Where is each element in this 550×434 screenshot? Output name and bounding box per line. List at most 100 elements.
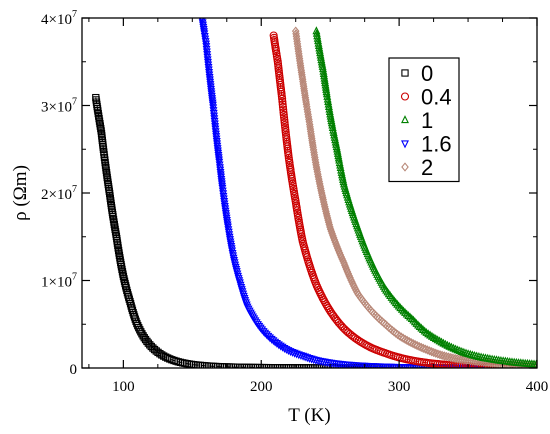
data-point bbox=[279, 105, 288, 114]
data-point bbox=[278, 102, 288, 112]
data-point bbox=[278, 94, 287, 103]
plot-frame bbox=[81, 17, 538, 369]
data-point bbox=[154, 348, 162, 357]
x-tick-label: 100 bbox=[112, 379, 135, 395]
data-point bbox=[225, 231, 234, 240]
data-point bbox=[340, 258, 348, 268]
data-point bbox=[414, 320, 423, 329]
data-point bbox=[199, 26, 208, 35]
data-point bbox=[468, 350, 477, 359]
data-point bbox=[305, 114, 313, 125]
data-point bbox=[311, 155, 320, 165]
data-point bbox=[449, 353, 457, 363]
data-point bbox=[205, 73, 214, 82]
data-point bbox=[214, 152, 223, 161]
data-point bbox=[280, 113, 289, 122]
data-point bbox=[198, 18, 206, 26]
x-tick-label: 300 bbox=[388, 379, 411, 395]
data-point bbox=[347, 275, 355, 285]
data-point bbox=[455, 354, 464, 364]
data-point bbox=[205, 69, 214, 77]
data-point bbox=[303, 104, 312, 115]
data-point bbox=[453, 345, 462, 354]
data-point bbox=[312, 160, 320, 170]
data-point bbox=[121, 279, 129, 288]
series-0.4 bbox=[269, 31, 537, 368]
data-point bbox=[220, 202, 229, 211]
data-point bbox=[319, 194, 327, 205]
data-point bbox=[324, 217, 333, 227]
data-point bbox=[321, 204, 330, 214]
data-point bbox=[220, 200, 229, 209]
data-point bbox=[314, 172, 323, 182]
data-point bbox=[329, 233, 338, 243]
data-point bbox=[399, 306, 408, 315]
data-point bbox=[294, 44, 302, 54]
data-point bbox=[303, 107, 312, 117]
data-point bbox=[226, 240, 235, 249]
data-point bbox=[412, 318, 421, 327]
data-point bbox=[278, 100, 287, 109]
data-point bbox=[426, 330, 435, 339]
data-point bbox=[280, 115, 289, 125]
data-point bbox=[314, 169, 322, 179]
data-point bbox=[223, 221, 232, 230]
data-point bbox=[199, 23, 208, 32]
data-point bbox=[407, 314, 416, 323]
legend-label: 0 bbox=[421, 61, 433, 86]
data-point bbox=[206, 85, 215, 94]
data-point bbox=[407, 337, 415, 348]
data-point bbox=[320, 199, 329, 210]
data-point bbox=[308, 140, 317, 150]
data-point bbox=[402, 309, 411, 318]
data-point bbox=[310, 150, 319, 160]
data-point bbox=[223, 219, 232, 228]
data-point bbox=[277, 92, 286, 101]
data-point bbox=[423, 345, 432, 355]
data-point bbox=[346, 273, 354, 283]
data-point bbox=[201, 38, 210, 47]
data-point bbox=[122, 284, 130, 292]
data-point bbox=[121, 282, 130, 290]
series-line bbox=[273, 35, 537, 368]
data-point bbox=[445, 341, 454, 350]
data-point bbox=[437, 337, 446, 346]
data-point bbox=[320, 202, 329, 212]
data-point bbox=[293, 39, 302, 49]
data-point bbox=[421, 344, 430, 354]
data-point bbox=[427, 347, 436, 357]
data-point bbox=[217, 180, 226, 189]
data-point bbox=[337, 252, 346, 262]
data-point bbox=[227, 243, 236, 252]
data-point bbox=[312, 162, 321, 172]
data-point bbox=[429, 347, 438, 358]
y-tick-label: 3×107 bbox=[41, 97, 77, 116]
data-point bbox=[313, 167, 322, 177]
data-point bbox=[332, 239, 340, 249]
data-point bbox=[451, 353, 459, 364]
data-point bbox=[226, 238, 235, 247]
data-point bbox=[460, 355, 468, 365]
data-point bbox=[422, 327, 431, 336]
data-point bbox=[279, 110, 288, 119]
data-point bbox=[457, 354, 466, 365]
data-point bbox=[343, 267, 352, 277]
data-point bbox=[230, 256, 239, 265]
data-point bbox=[221, 205, 230, 214]
ticks-layer: 100 200 300 400 0 1×107 2×107 3×107 4×107 bbox=[41, 9, 548, 395]
data-point bbox=[224, 226, 233, 235]
data-point bbox=[304, 109, 312, 120]
data-point bbox=[198, 19, 207, 28]
data-point bbox=[393, 299, 402, 308]
data-point bbox=[304, 112, 313, 122]
x-axis-label: T (K) bbox=[288, 405, 330, 426]
data-point bbox=[329, 230, 337, 241]
data-point bbox=[119, 272, 128, 281]
data-point bbox=[341, 260, 349, 270]
data-point bbox=[446, 352, 455, 363]
data-point bbox=[319, 197, 328, 207]
data-point bbox=[221, 207, 230, 216]
data-point bbox=[200, 28, 209, 37]
data-point bbox=[394, 301, 403, 310]
